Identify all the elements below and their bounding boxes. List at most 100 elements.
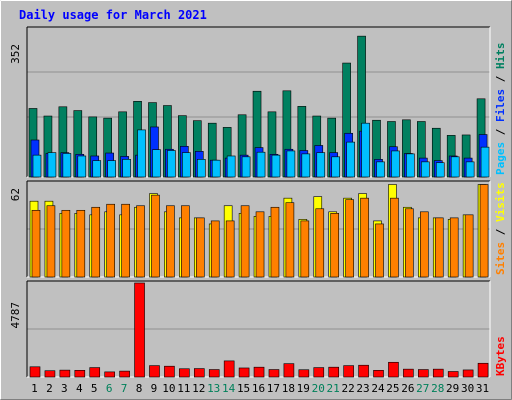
bar-sites-day-19 [300,220,310,278]
bar-sites-day-14 [225,220,235,278]
bar-sites-day-13 [210,220,220,278]
bar-kbytes-day-18 [283,363,295,378]
bar-sites-day-18 [285,202,295,278]
bar-kbytes-day-24 [373,370,384,378]
bar-kbytes-day-20 [313,367,325,378]
bar-sites-day-31 [479,184,489,278]
day-label-25: 25 [386,382,399,395]
bar-kbytes-day-27 [418,369,429,378]
bar-kbytes-day-25 [388,361,399,378]
side-legend: Sites / Visits [494,182,507,275]
day-label-16: 16 [252,382,265,395]
bar-sites-day-16 [255,211,265,278]
bar-sites-day-27 [420,211,429,278]
bar-pages-day-31 [480,146,490,178]
bar-pages-day-7 [122,159,131,178]
bar-kbytes-day-15 [238,367,250,378]
bar-sites-day-3 [61,209,71,278]
bar-pages-day-6 [107,160,116,178]
bar-sites-day-25 [390,197,399,278]
bar-kbytes-day-29 [447,371,459,378]
bar-kbytes-day-10 [164,365,175,378]
side-legend: Pages / Files / Hits [494,43,507,176]
bar-pages-day-22 [346,141,355,178]
bar-pages-day-4 [77,155,87,178]
bar-sites-day-1 [31,209,41,278]
bar-pages-day-28 [435,162,445,178]
day-label-19: 19 [297,382,310,395]
day-label-6: 6 [106,382,113,395]
side-legend-visits: Visits [494,182,507,222]
y-max-label: 352 [9,44,22,64]
day-label-1: 1 [31,382,38,395]
bar-sites-day-28 [434,217,444,278]
bar-kbytes-day-4 [74,370,86,378]
day-label-4: 4 [76,382,83,395]
bar-sites-day-21 [330,213,340,278]
bar-kbytes-day-22 [343,365,354,378]
bar-pages-day-14 [226,155,236,178]
side-legends: Pages / Files / Hits Sites / Visits KBytes [494,43,507,377]
bar-pages-day-26 [406,153,415,178]
bar-sites-day-12 [195,217,205,278]
bar-pages-day-23 [361,122,370,178]
day-label-30: 30 [461,382,474,395]
day-label-29: 29 [446,382,459,395]
bar-sites-day-5 [91,206,101,278]
side-legend-separator: / [494,222,507,242]
day-label-31: 31 [476,382,489,395]
bar-kbytes-day-26 [403,368,414,378]
bar-kbytes-day-2 [44,370,56,378]
bar-sites-day-26 [405,208,414,278]
bar-sites-day-29 [449,217,459,278]
bar-kbytes-day-28 [432,368,444,378]
bar-pages-day-27 [421,161,430,178]
bar-pages-day-11 [182,152,191,178]
bar-sites-day-30 [464,214,474,278]
day-label-11: 11 [177,382,190,395]
day-label-26: 26 [401,382,414,395]
bar-sites-day-9 [151,194,160,278]
side-legend-hits: Hits [494,43,507,70]
side-legend: KBytes [494,336,507,376]
bar-sites-day-22 [345,199,354,278]
bar-kbytes-day-30 [462,369,474,378]
day-label-14: 14 [222,382,236,395]
bar-sites-day-4 [76,209,86,278]
bar-kbytes-day-23 [358,364,369,378]
bar-pages-day-17 [271,154,281,178]
bar-sites-day-17 [270,206,280,278]
bar-sites-day-23 [360,197,369,278]
bar-kbytes-day-19 [298,369,310,378]
side-legend-sites: Sites [494,242,507,275]
kbytes-panel: 4787 [9,280,491,378]
bar-kbytes-day-12 [193,368,205,378]
bar-sites-day-7 [121,203,130,278]
bar-pages-day-18 [286,150,296,178]
bar-pages-day-2 [47,152,57,178]
side-legend-files: Files [494,89,507,122]
bar-kbytes-day-14 [223,360,235,378]
day-label-27: 27 [416,382,429,395]
bar-pages-day-20 [316,152,326,178]
bar-pages-day-24 [376,161,385,178]
day-label-21: 21 [327,382,340,395]
bar-pages-day-3 [62,153,72,178]
bar-pages-day-19 [301,153,311,178]
hits-files-pages-panel: 352 [9,26,491,178]
day-label-22: 22 [341,382,354,395]
day-label-20: 20 [312,382,325,395]
bar-sites-day-11 [181,205,190,278]
side-legend-kbytes: KBytes [494,336,507,376]
bar-kbytes-day-31 [477,362,489,378]
bar-pages-day-12 [196,159,206,178]
bar-sites-day-15 [240,205,250,278]
bar-pages-day-1 [32,154,42,178]
bar-kbytes-day-21 [328,366,340,378]
bar-kbytes-day-16 [253,366,265,378]
bar-kbytes-day-1 [29,366,41,378]
day-label-2: 2 [46,382,53,395]
y-max-label: 62 [9,188,22,201]
bar-pages-day-13 [211,159,221,178]
